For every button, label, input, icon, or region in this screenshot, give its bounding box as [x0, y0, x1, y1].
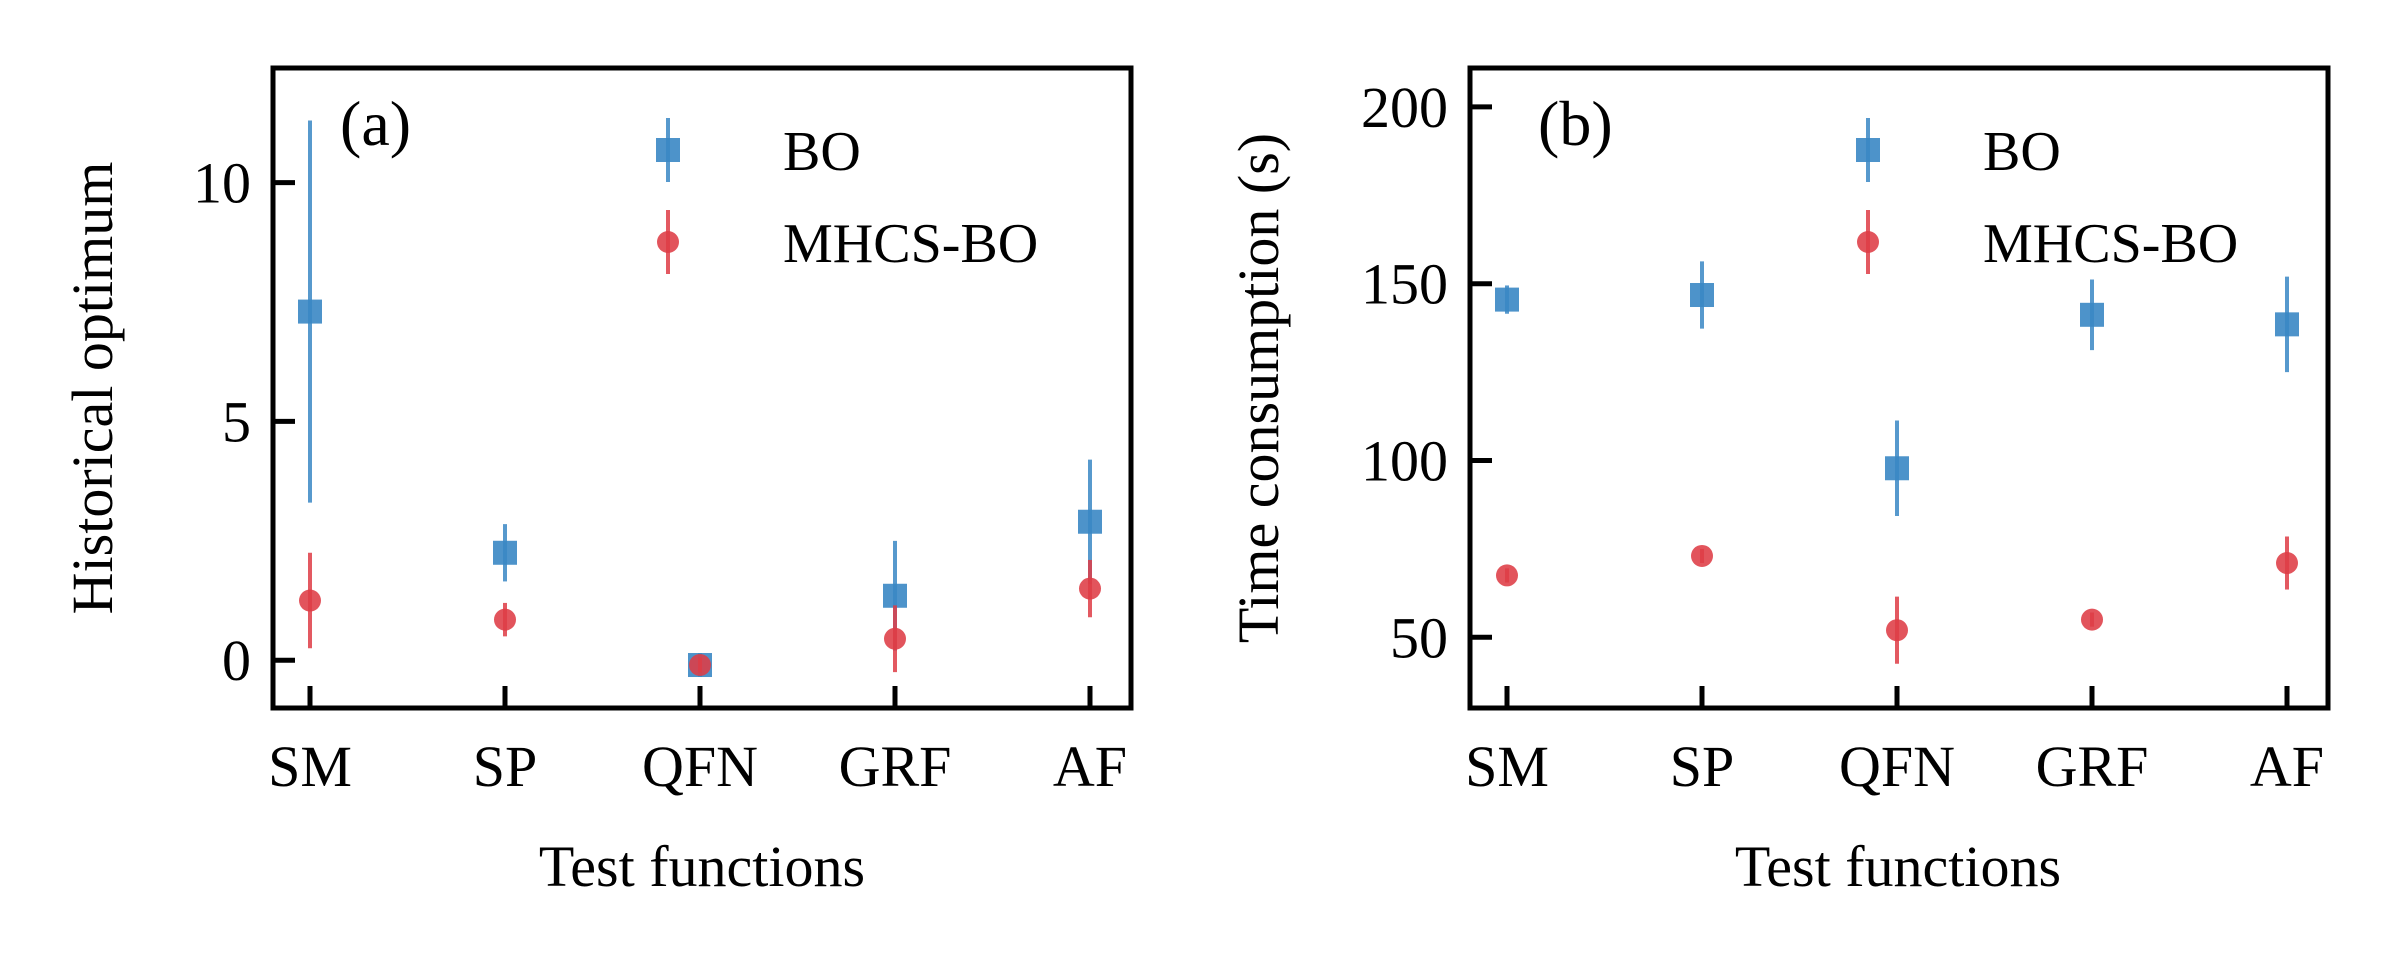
y-tick-label: 150: [1361, 252, 1448, 317]
mhcs-bo-point: [2276, 552, 2298, 575]
bo-point: [883, 583, 907, 608]
mhcs-bo-point: [1079, 577, 1101, 600]
x-tick-label: SM: [268, 734, 352, 799]
bo-point: [1495, 287, 1519, 312]
panel-a-x-axis-label: Test functions: [539, 834, 865, 899]
x-tick-label: SP: [1670, 734, 1735, 799]
bo-point: [493, 540, 517, 565]
mhcs-bo-point: [2081, 608, 2103, 631]
x-tick-label: QFN: [642, 734, 758, 799]
panel-b: 50 100 150 200 SM SP QFN GRF AF (b) BO MHCS-BO Te…: [1226, 65, 2331, 899]
legend-label-bo: BO: [1983, 121, 2061, 183]
bo-point: [1885, 456, 1909, 481]
legend-label-bo: BO: [783, 121, 861, 183]
panel-b-y-axis-label: Time consumption (s): [1226, 133, 1291, 643]
panel-b-label: (b): [1538, 88, 1613, 159]
x-tick-label: SP: [473, 734, 538, 799]
panel-a-plot-frame: [270, 65, 1134, 711]
panel-a: 0 5 10 SM SP QFN GRF AF (a) BO MHCS-BO Test func…: [60, 65, 1134, 899]
x-tick-label: GRF: [839, 734, 952, 799]
y-tick-label: 200: [1361, 75, 1448, 140]
bo-point: [1078, 509, 1102, 534]
mhcs-bo-point: [299, 589, 321, 612]
panel-a-marks: [298, 120, 1102, 678]
panel-b-x-axis-label: Test functions: [1735, 834, 2061, 899]
bo-point: [298, 299, 322, 324]
legend-marker: [656, 138, 680, 162]
panel-a-y-axis-label: Historical optimum: [60, 162, 125, 615]
legend-label-mhcs-bo: MHCS-BO: [1983, 213, 2238, 275]
x-tick-label: GRF: [2036, 734, 2149, 799]
legend-label-mhcs-bo: MHCS-BO: [783, 213, 1038, 275]
panel-a-ticks: 0 5 10 SM SP QFN GRF AF: [193, 151, 1127, 799]
y-tick-label: 0: [222, 628, 251, 693]
legend-marker: [657, 231, 679, 253]
x-tick-label: AF: [1053, 734, 1127, 799]
legend-marker: [1856, 138, 1880, 162]
legend-marker: [1857, 231, 1879, 253]
panel-b-ticks: 50 100 150 200 SM SP QFN GRF AF: [1361, 75, 2324, 799]
y-tick-label: 100: [1361, 428, 1448, 493]
y-tick-label: 50: [1390, 605, 1448, 670]
panel-a-legend: BO MHCS-BO: [656, 118, 1038, 275]
bo-point: [2275, 312, 2299, 337]
mhcs-bo-point: [1691, 544, 1713, 567]
mhcs-bo-point: [494, 608, 516, 631]
panel-b-legend: BO MHCS-BO: [1856, 118, 2238, 275]
panel-a-label: (a): [340, 88, 411, 159]
mhcs-bo-point: [689, 654, 711, 677]
mhcs-bo-point: [1886, 619, 1908, 642]
panel-b-marks: [1495, 261, 2299, 664]
x-tick-label: QFN: [1839, 734, 1955, 799]
bo-point: [2080, 302, 2104, 327]
x-tick-label: SM: [1465, 734, 1549, 799]
mhcs-bo-point: [884, 627, 906, 650]
bo-point: [1690, 283, 1714, 308]
y-tick-label: 10: [193, 151, 251, 216]
x-tick-label: AF: [2250, 734, 2324, 799]
y-tick-label: 5: [222, 389, 251, 454]
mhcs-bo-point: [1496, 564, 1518, 587]
